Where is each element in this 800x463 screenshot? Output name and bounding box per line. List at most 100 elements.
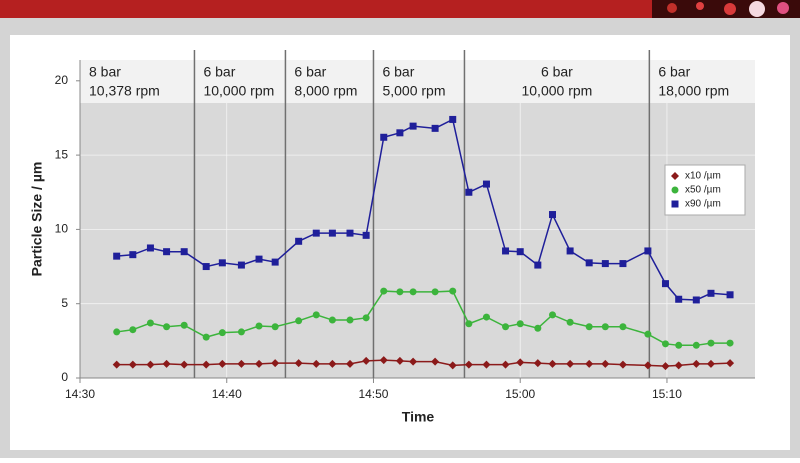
data-point	[431, 288, 439, 296]
data-point	[692, 296, 700, 304]
data-point	[180, 321, 188, 329]
data-point	[482, 180, 490, 188]
data-point	[549, 311, 556, 319]
x-tick-label: 15:00	[505, 387, 535, 401]
data-point	[409, 357, 418, 366]
data-point	[549, 211, 556, 219]
data-point	[726, 291, 734, 299]
data-point	[726, 359, 735, 368]
data-point	[409, 288, 417, 296]
y-tick-label: 15	[55, 147, 69, 161]
data-point	[395, 356, 404, 365]
top-bar	[0, 0, 800, 18]
data-point	[585, 323, 593, 331]
y-tick-label: 5	[61, 296, 68, 310]
data-point	[129, 326, 137, 334]
phase-pressure: 6 bar	[541, 64, 573, 80]
legend-label: x90 /µm	[685, 199, 721, 210]
data-point	[346, 359, 354, 368]
phase-speed: 5,000 rpm	[382, 83, 445, 99]
data-point	[295, 237, 303, 245]
data-point	[237, 261, 245, 269]
phase-pressure: 8 bar	[89, 64, 121, 80]
data-point	[448, 361, 457, 370]
data-point	[113, 252, 121, 260]
data-point	[146, 319, 154, 327]
data-point	[516, 320, 524, 328]
data-point	[502, 323, 510, 331]
data-point	[619, 323, 627, 331]
y-tick-label: 10	[55, 222, 69, 236]
data-point	[409, 122, 417, 130]
header-image-dot	[724, 3, 736, 15]
data-point	[661, 280, 669, 288]
data-point	[619, 260, 627, 268]
data-point	[312, 311, 320, 319]
data-point	[601, 359, 610, 368]
y-tick-label: 0	[61, 370, 68, 384]
data-point	[162, 359, 171, 368]
data-point	[362, 356, 371, 365]
data-point	[548, 359, 557, 368]
legend-marker	[671, 200, 679, 208]
data-point	[218, 329, 226, 337]
data-point	[601, 260, 609, 268]
data-point	[255, 359, 264, 368]
data-point	[113, 328, 121, 336]
data-point	[237, 328, 245, 336]
legend-label: x10 /µm	[685, 171, 721, 182]
data-point	[396, 288, 404, 296]
phase-header	[80, 60, 755, 103]
data-point	[516, 248, 524, 256]
data-point	[328, 359, 337, 368]
data-point	[566, 318, 574, 326]
legend-marker	[671, 172, 679, 180]
data-point	[661, 362, 670, 371]
data-point	[180, 360, 189, 369]
data-point	[726, 339, 734, 347]
phase-pressure: 6 bar	[382, 64, 414, 80]
y-axis-label: Particle Size / µm	[29, 162, 45, 277]
data-point	[516, 358, 525, 367]
x-tick-label: 14:50	[358, 387, 388, 401]
x-tick-label: 15:10	[652, 387, 682, 401]
phase-pressure: 6 bar	[203, 64, 235, 80]
data-point	[379, 356, 388, 365]
legend-label: x50 /µm	[685, 185, 721, 196]
header-image-dot	[696, 2, 704, 10]
header-image-dot	[749, 1, 765, 17]
data-point	[534, 261, 542, 269]
data-point	[163, 248, 171, 256]
data-point	[346, 316, 354, 324]
data-point	[431, 357, 440, 366]
data-point	[294, 359, 303, 368]
phase-speed: 8,000 rpm	[294, 83, 357, 99]
data-point	[482, 313, 490, 321]
data-point	[585, 359, 594, 368]
data-point	[346, 229, 354, 237]
x-tick-label: 14:30	[65, 387, 95, 401]
data-point	[255, 322, 263, 330]
data-point	[675, 295, 683, 303]
phase-pressure: 6 bar	[294, 64, 326, 80]
data-point	[218, 259, 226, 267]
header-image-dot	[667, 3, 677, 13]
data-point	[271, 359, 280, 368]
phase-pressure: 6 bar	[658, 64, 690, 80]
data-point	[449, 287, 457, 295]
data-point	[146, 360, 155, 369]
data-point	[271, 258, 279, 266]
data-point	[218, 359, 227, 368]
data-point	[644, 330, 652, 338]
data-point	[202, 360, 211, 369]
data-point	[601, 323, 609, 331]
data-point	[692, 341, 700, 349]
data-point	[271, 323, 279, 331]
data-point	[707, 289, 715, 297]
data-point	[146, 244, 154, 252]
data-point	[533, 359, 542, 368]
data-point	[362, 314, 370, 322]
header-image-dot	[777, 2, 789, 14]
legend-marker	[671, 186, 679, 194]
